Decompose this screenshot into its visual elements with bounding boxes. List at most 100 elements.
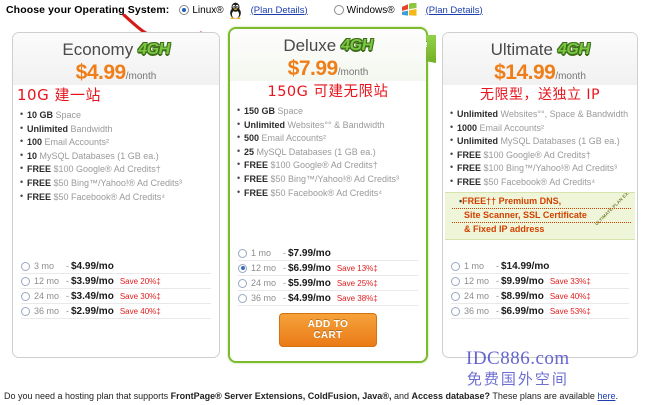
term-radio[interactable] xyxy=(451,291,460,301)
feature-strong: FREE xyxy=(457,149,482,160)
term-radio[interactable] xyxy=(238,248,247,258)
term-price: $3.99/mo xyxy=(71,275,114,287)
feature-strong: FREE xyxy=(457,163,482,174)
feature-item: 150 GB Space xyxy=(237,104,422,119)
term-duration: 12 mo xyxy=(34,276,60,286)
feature-item: 500 Email Accounts² xyxy=(237,131,422,146)
term-option[interactable]: 24 mo - $8.99/mo Save 40%‡ xyxy=(451,289,629,304)
term-radio[interactable] xyxy=(451,261,460,271)
os-chooser-label: Choose your Operating System: xyxy=(6,4,170,16)
os-chooser-bar: Choose your Operating System: Linux® xyxy=(0,0,650,20)
term-option[interactable]: 36 mo - $4.99/mo Save 38%‡ xyxy=(238,291,418,306)
plan-per-month-economy: /month xyxy=(125,71,157,82)
feature-rest: $100 Google® Ad Credits† xyxy=(51,164,161,175)
term-save: Save 40%‡ xyxy=(549,291,591,301)
term-dash: - xyxy=(496,276,499,286)
term-price: $4.99/mo xyxy=(71,260,114,272)
term-duration: 36 mo xyxy=(251,293,277,303)
linux-radio[interactable] xyxy=(179,5,190,15)
term-radio[interactable] xyxy=(451,306,460,316)
feature-strong: FREE xyxy=(244,160,269,171)
term-option[interactable]: 3 mo - $4.99/mo xyxy=(21,259,211,274)
feature-item: FREE $100 Google® Ad Credits† xyxy=(237,158,422,173)
feature-item: Unlimited Websites°° & Bandwidth xyxy=(237,118,422,133)
plan-per-month-ultimate: /month xyxy=(555,71,586,82)
term-option[interactable]: 12 mo - $6.99/mo Save 13%‡ xyxy=(238,261,418,276)
feature-rest: $100 Bing™/Yahoo!® Ad Credits³ xyxy=(481,163,618,174)
term-price: $2.99/mo xyxy=(71,305,114,317)
term-price: $7.99/mo xyxy=(288,247,331,259)
feature-item: FREE $100 Google® Ad Credits† xyxy=(450,148,633,163)
feature-rest: Email Accounts² xyxy=(42,137,110,148)
os-option-windows[interactable]: Windows® (Plan Details) xyxy=(333,0,483,18)
linux-plan-details-link[interactable]: (Plan Details) xyxy=(250,4,308,16)
term-duration: 24 mo xyxy=(251,278,277,288)
add-to-cart-button[interactable]: ADD TO CART xyxy=(279,313,377,347)
term-save: Save 33%‡ xyxy=(549,276,591,286)
plan-price-ultimate: $14.99 xyxy=(494,61,556,84)
term-radio[interactable] xyxy=(21,276,30,286)
feature-strong: 100 xyxy=(27,137,43,148)
term-radio[interactable] xyxy=(21,291,30,301)
feature-rest: Websites°°, Space & Bandwidth xyxy=(498,109,629,119)
ultimate-exclusive-highlight: ULTIMATE PLAN EXCLUSIVE FREE†† Premium D… xyxy=(445,191,635,240)
plan-price-deluxe: $7.99 xyxy=(287,57,339,80)
windows-radio[interactable] xyxy=(333,5,344,15)
feature-rest: Space xyxy=(275,106,304,116)
footer-text-2: and xyxy=(391,391,412,401)
term-price: $3.49/mo xyxy=(71,290,114,302)
feature-item: Unlimited Websites°°, Space & Bandwidth xyxy=(450,107,633,122)
term-radio[interactable] xyxy=(21,261,30,271)
term-radio[interactable] xyxy=(238,263,247,273)
term-option[interactable]: 24 mo - $5.99/mo Save 25%‡ xyxy=(238,276,418,291)
term-option[interactable]: 24 mo - $3.49/mo Save 30%‡ xyxy=(21,289,211,304)
tux-penguin-icon xyxy=(228,2,243,19)
term-option[interactable]: 12 mo - $9.99/mo Save 33%‡ xyxy=(451,274,629,289)
feature-rest: MySQL Databases (1 GB ea.) xyxy=(37,150,159,161)
term-dash: - xyxy=(283,278,286,288)
term-option[interactable]: 36 mo - $2.99/mo Save 40%‡ xyxy=(21,304,211,319)
term-price: $8.99/mo xyxy=(501,290,544,302)
feature-strong: FREE xyxy=(27,164,52,175)
term-option[interactable]: 1 mo - $7.99/mo xyxy=(238,246,418,261)
term-dash: - xyxy=(283,263,286,273)
term-option[interactable]: 1 mo - $14.99/mo xyxy=(451,259,629,274)
term-save: Save 38%‡ xyxy=(336,293,378,303)
feature-rest: $50 Facebook® Ad Credits⁴ xyxy=(268,187,383,198)
term-price: $5.99/mo xyxy=(288,277,331,289)
term-options-ultimate: 1 mo - $14.99/mo 12 mo - $9.99/mo Save 3… xyxy=(443,259,637,319)
highlight-line-1: FREE†† Premium DNS, xyxy=(452,195,631,209)
term-dash: - xyxy=(66,261,69,271)
term-dash: - xyxy=(66,276,69,286)
term-radio[interactable] xyxy=(238,278,247,288)
plan-header-economy: Economy 4GH $4.99/month xyxy=(13,33,219,85)
term-price: $6.99/mo xyxy=(501,305,544,317)
term-option[interactable]: 12 mo - $3.99/mo Save 20%‡ xyxy=(21,274,211,289)
os-option-linux[interactable]: Linux® (Plan Details) xyxy=(179,2,308,19)
footer-text-3: These plans are available xyxy=(490,391,598,401)
term-option[interactable]: 36 mo - $6.99/mo Save 53%‡ xyxy=(451,304,629,319)
feature-rest: $100 Google® Ad Credits† xyxy=(268,160,378,171)
highlight-line-3: & Fixed IP address xyxy=(464,223,545,234)
cn-tag-economy: 10G 建一站 xyxy=(17,86,101,104)
windows-plan-details-link[interactable]: (Plan Details) xyxy=(425,4,483,16)
feature-rest: MySQL Databases (1 GB ea.) xyxy=(498,136,620,147)
highlight-list: FREE†† Premium DNS, Site Scanner, SSL Ce… xyxy=(452,195,631,236)
term-save: Save 40%‡ xyxy=(119,306,161,316)
feature-strong: FREE xyxy=(244,187,269,198)
footer-here-link[interactable]: here xyxy=(597,391,616,401)
term-duration: 1 mo xyxy=(464,261,485,271)
price-row-deluxe: $7.99/month xyxy=(230,57,426,81)
term-radio[interactable] xyxy=(238,293,247,303)
feature-strong: FREE xyxy=(457,176,482,187)
feature-rest: $50 Bing™/Yahoo!® Ad Credits³ xyxy=(268,173,400,184)
feature-item: FREE $50 Bing™/Yahoo!® Ad Credits³ xyxy=(20,176,215,191)
term-radio[interactable] xyxy=(21,306,30,316)
feature-strong: 150 GB xyxy=(244,106,276,116)
term-duration: 3 mo xyxy=(34,261,55,271)
term-radio[interactable] xyxy=(451,276,460,286)
